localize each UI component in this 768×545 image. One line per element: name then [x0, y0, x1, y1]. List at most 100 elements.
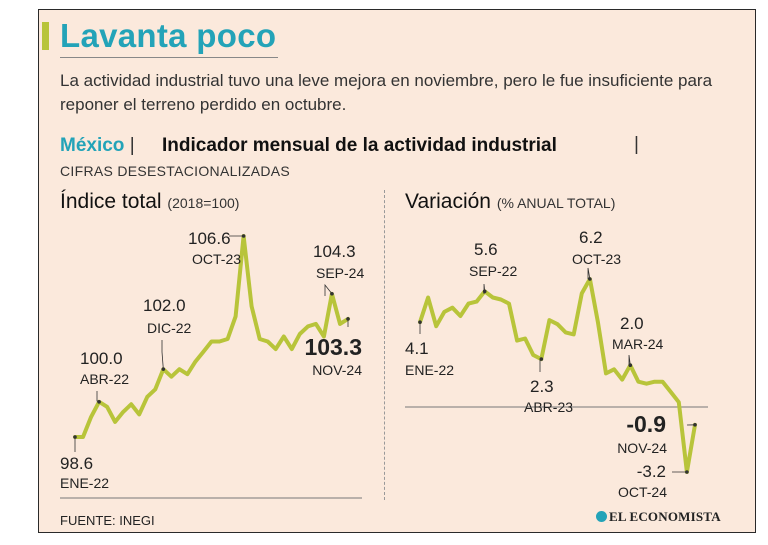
data-point	[596, 320, 600, 324]
date-label: ABR-23	[524, 399, 573, 415]
data-label: 6.2	[579, 228, 603, 247]
data-point	[322, 334, 326, 339]
data-point	[636, 380, 640, 384]
data-label: 2.0	[620, 314, 644, 333]
data-point	[475, 299, 479, 304]
separator: |	[129, 135, 135, 156]
data-label: 104.3	[313, 242, 356, 261]
data-point	[555, 322, 560, 326]
label-leader	[96, 391, 100, 403]
units-note: CIFRAS DESESTACIONALIZADAS	[60, 163, 291, 179]
date-label: SEP-24	[316, 265, 364, 281]
label-leader	[628, 354, 631, 366]
data-point	[113, 420, 117, 424]
left-chart-title: Índice total (2018=100)	[60, 190, 239, 214]
data-point	[580, 291, 584, 295]
data-label: 5.6	[474, 240, 498, 259]
data-label: 103.3	[304, 334, 362, 360]
infographic-card	[38, 9, 756, 533]
country-label: México |	[60, 135, 135, 157]
publisher-logo: EL ECONOMISTA	[596, 509, 721, 525]
data-point	[274, 347, 278, 351]
label-leader	[161, 340, 164, 370]
data-point	[105, 405, 109, 409]
data-point	[121, 410, 125, 414]
right-chart-subtitle: (% ANUAL TOTAL)	[496, 195, 616, 211]
right-chart-title-text: Variación	[405, 190, 491, 213]
date-label: OCT-24	[618, 484, 667, 500]
data-point	[266, 339, 270, 344]
date-label: NOV-24	[312, 362, 362, 378]
data-point	[620, 378, 624, 382]
data-point	[450, 306, 454, 310]
data-point	[81, 435, 85, 439]
data-point	[282, 334, 286, 339]
label-leader	[539, 358, 542, 372]
data-point	[442, 310, 446, 314]
left-chart-title-text: Índice total	[60, 190, 162, 213]
date-label: MAR-24	[612, 336, 664, 352]
data-point	[258, 337, 262, 341]
data-label: 2.3	[530, 377, 554, 396]
data-point	[515, 338, 519, 343]
data-point	[233, 314, 238, 318]
logo-text: EL ECONOMISTA	[609, 509, 721, 524]
data-point	[604, 371, 608, 376]
data-point	[290, 347, 294, 351]
data-point	[129, 402, 133, 406]
data-point	[250, 304, 254, 308]
left-chart-subtitle: (2018=100)	[167, 195, 240, 211]
data-point	[153, 387, 157, 391]
date-label: OCT-23	[572, 251, 621, 267]
data-point	[669, 390, 673, 394]
panel-divider	[384, 190, 385, 500]
data-label: 98.6	[60, 454, 93, 473]
data-point	[563, 330, 568, 334]
data-point	[185, 372, 190, 376]
indicator-title: Indicador mensual de la actividad indust…	[162, 135, 557, 156]
data-point	[466, 302, 471, 306]
data-label: 4.1	[405, 339, 429, 358]
data-point	[677, 400, 681, 404]
data-point	[209, 339, 214, 344]
data-label: -0.9	[626, 411, 666, 437]
data-point	[338, 322, 342, 326]
date-label: ENE-22	[405, 362, 454, 378]
data-point	[298, 332, 302, 336]
data-point	[193, 360, 198, 364]
data-point	[89, 415, 93, 419]
data-label: 102.0	[143, 296, 186, 315]
data-point	[652, 380, 657, 384]
data-point	[661, 380, 665, 384]
date-label: NOV-24	[617, 440, 667, 456]
label-marker	[161, 367, 166, 371]
separator: |	[634, 134, 639, 155]
data-point	[217, 339, 222, 344]
data-point	[499, 297, 503, 302]
data-point	[225, 337, 230, 341]
data-point	[434, 324, 438, 328]
page-subtitle: La actividad industrial tuvo una leve me…	[60, 71, 713, 114]
date-label: SEP-22	[469, 263, 517, 279]
data-point	[644, 382, 649, 386]
data-point	[523, 336, 527, 341]
data-point	[426, 295, 430, 300]
data-point	[612, 367, 616, 371]
label-leader	[483, 283, 486, 294]
data-point	[531, 353, 535, 357]
country-name: México	[60, 135, 125, 156]
data-point	[169, 375, 173, 379]
data-label: -3.2	[637, 462, 666, 481]
data-point	[177, 367, 181, 371]
source-note: FUENTE: INEGI	[60, 513, 155, 528]
data-point	[145, 395, 149, 399]
right-chart-title: Variación (% ANUAL TOTAL)	[405, 190, 615, 214]
label-leader	[587, 267, 591, 280]
date-label: OCT-23	[192, 251, 241, 267]
data-point	[137, 412, 141, 416]
label-leader	[324, 283, 333, 296]
data-point	[572, 332, 576, 337]
data-label: 106.6	[188, 229, 231, 248]
logo-icon	[596, 511, 607, 522]
